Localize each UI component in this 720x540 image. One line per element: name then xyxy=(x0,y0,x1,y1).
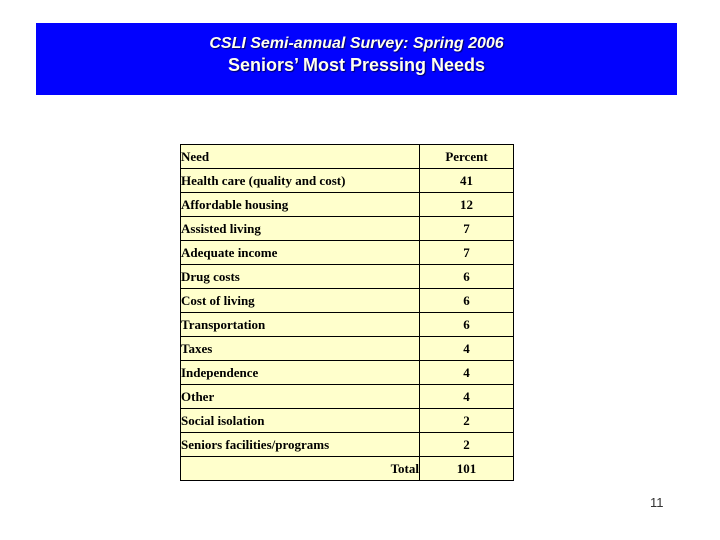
need-cell: Affordable housing xyxy=(180,192,420,217)
need-cell: Independence xyxy=(180,360,420,385)
table-row: Independence 4 xyxy=(180,360,514,385)
table-row: Transportation 6 xyxy=(180,312,514,337)
need-cell: Other xyxy=(180,384,420,409)
table-row: Taxes 4 xyxy=(180,336,514,361)
table-row: Cost of living 6 xyxy=(180,288,514,313)
need-cell: Seniors facilities/programs xyxy=(180,432,420,457)
percent-cell: 4 xyxy=(419,336,514,361)
table-row: Seniors facilities/programs 2 xyxy=(180,432,514,457)
table-row: Social isolation 2 xyxy=(180,408,514,433)
total-value-cell: 101 xyxy=(419,456,514,481)
total-label-cell: Total xyxy=(180,456,420,481)
percent-cell: 6 xyxy=(419,264,514,289)
needs-table: Need Percent Health care (quality and co… xyxy=(180,144,514,481)
percent-cell: 7 xyxy=(419,240,514,265)
total-row: Total 101 xyxy=(180,456,514,481)
percent-cell: 2 xyxy=(419,408,514,433)
percent-cell: 4 xyxy=(419,384,514,409)
percent-column-header: Percent xyxy=(419,144,514,169)
need-cell: Social isolation xyxy=(180,408,420,433)
need-cell: Taxes xyxy=(180,336,420,361)
need-column-header: Need xyxy=(180,144,420,169)
table-row: Affordable housing 12 xyxy=(180,192,514,217)
percent-cell: 7 xyxy=(419,216,514,241)
table-header-row: Need Percent xyxy=(180,144,514,169)
percent-cell: 6 xyxy=(419,312,514,337)
need-cell: Adequate income xyxy=(180,240,420,265)
table-row: Other 4 xyxy=(180,384,514,409)
table-row: Assisted living 7 xyxy=(180,216,514,241)
slide-subtitle: Seniors’ Most Pressing Needs xyxy=(227,55,486,75)
table-row: Health care (quality and cost) 41 xyxy=(180,168,514,193)
need-cell: Health care (quality and cost) xyxy=(180,168,420,193)
title-banner: CSLI Semi-annual Survey: Spring 2006 Sen… xyxy=(36,23,677,95)
need-cell: Cost of living xyxy=(180,288,420,313)
percent-cell: 41 xyxy=(419,168,514,193)
need-cell: Assisted living xyxy=(180,216,420,241)
need-cell: Drug costs xyxy=(180,264,420,289)
percent-cell: 6 xyxy=(419,288,514,313)
page-number: 11 xyxy=(650,495,664,510)
table-row: Adequate income 7 xyxy=(180,240,514,265)
slide-title: CSLI Semi-annual Survey: Spring 2006 xyxy=(209,35,504,52)
percent-cell: 4 xyxy=(419,360,514,385)
percent-cell: 12 xyxy=(419,192,514,217)
percent-cell: 2 xyxy=(419,432,514,457)
need-cell: Transportation xyxy=(180,312,420,337)
table-row: Drug costs 6 xyxy=(180,264,514,289)
